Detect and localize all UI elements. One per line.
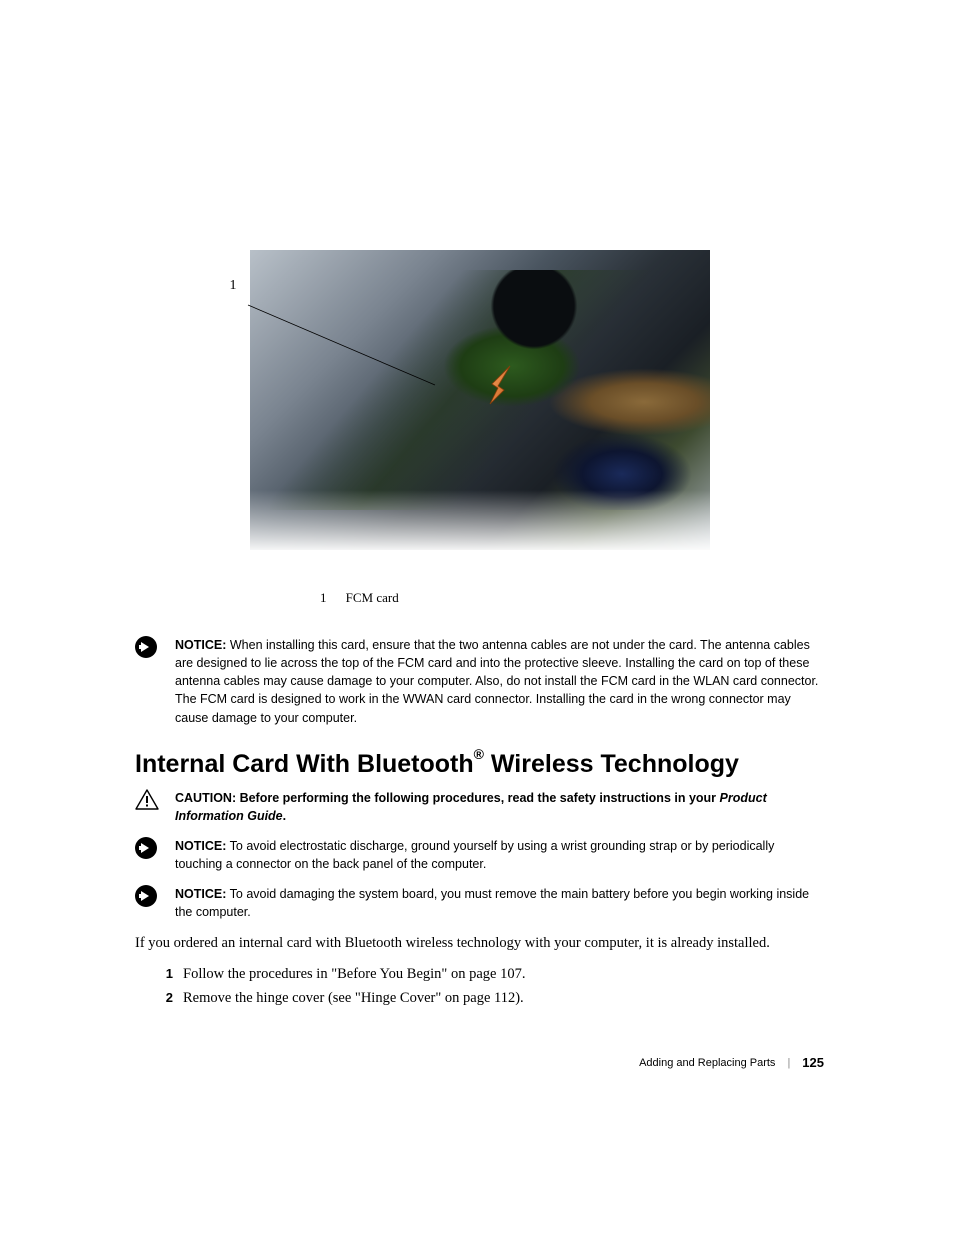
caution-text: CAUTION: Before performing the following… — [175, 789, 824, 825]
notice-2-text: NOTICE: To avoid electrostatic discharge… — [175, 837, 824, 873]
figure-callout-number: 1 — [230, 278, 237, 294]
notice-block-1: NOTICE: When installing this card, ensur… — [135, 636, 824, 727]
section-heading: Internal Card With Bluetooth® Wireless T… — [135, 749, 824, 779]
figure-legend: 1 FCM card — [320, 590, 824, 606]
step-list: 1Follow the procedures in "Before You Be… — [159, 966, 824, 1007]
notice-block-3: NOTICE: To avoid damaging the system boa… — [135, 885, 824, 921]
body-paragraph: If you ordered an internal card with Blu… — [135, 933, 824, 953]
page-footer: Adding and Replacing Parts | 125 — [639, 1055, 824, 1070]
step-row: 2Remove the hinge cover (see "Hinge Cove… — [159, 990, 824, 1007]
footer-section: Adding and Replacing Parts — [639, 1057, 775, 1069]
figure-legend-label: FCM card — [346, 590, 399, 605]
notice-icon — [135, 885, 157, 907]
notice-icon — [135, 837, 157, 859]
step-number: 1 — [159, 966, 183, 983]
caution-block: CAUTION: Before performing the following… — [135, 789, 824, 825]
caution-icon — [135, 789, 159, 811]
step-number: 2 — [159, 990, 183, 1007]
step-text: Follow the procedures in "Before You Beg… — [183, 966, 824, 983]
figure-arrow-icon — [480, 360, 516, 408]
notice-1-text: NOTICE: When installing this card, ensur… — [175, 636, 824, 727]
notice-icon — [135, 636, 157, 658]
notice-block-2: NOTICE: To avoid electrostatic discharge… — [135, 837, 824, 873]
notice-3-text: NOTICE: To avoid damaging the system boa… — [175, 885, 824, 921]
figure-area: 1 — [250, 250, 710, 550]
figure-callout-line — [240, 290, 440, 410]
step-text: Remove the hinge cover (see "Hinge Cover… — [183, 990, 824, 1007]
footer-page-number: 125 — [802, 1055, 824, 1070]
footer-separator: | — [787, 1057, 790, 1069]
figure-legend-number: 1 — [320, 590, 342, 606]
step-row: 1Follow the procedures in "Before You Be… — [159, 966, 824, 983]
